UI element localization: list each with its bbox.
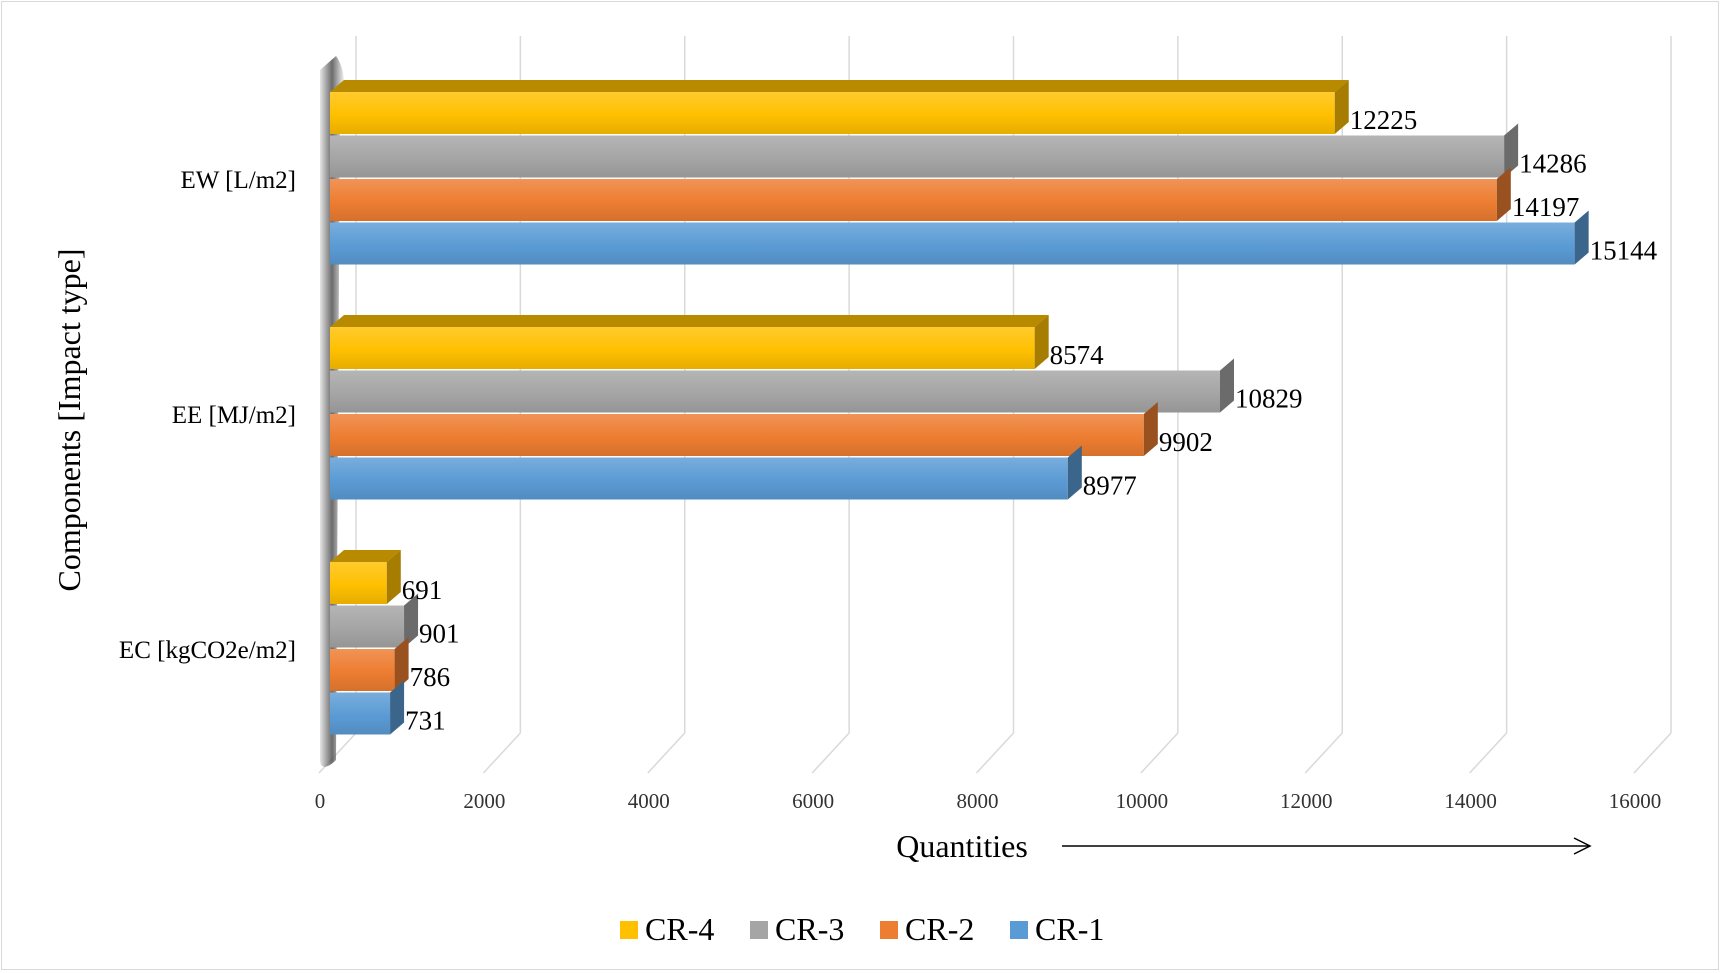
gridline-floor: [811, 732, 850, 774]
category-label: EC [kgCO2e/m2]: [119, 637, 296, 664]
gridline-floor: [1633, 732, 1672, 774]
bar: [330, 562, 387, 604]
bar-end-face: [1143, 402, 1158, 456]
legend-swatch: [620, 921, 638, 939]
bar: [330, 414, 1144, 456]
legend-swatch: [750, 921, 768, 939]
legend-item: CR-1: [1010, 911, 1104, 947]
data-label: 14286: [1519, 149, 1587, 179]
bar-end-face: [1220, 358, 1235, 413]
x-tick-label: 12000: [1280, 789, 1333, 813]
gridline-floor: [1304, 732, 1343, 774]
legend-item: CR-3: [750, 911, 844, 947]
legend-swatch: [880, 921, 898, 939]
bar-end-face: [1496, 167, 1511, 221]
legend-label: CR-1: [1035, 911, 1104, 947]
bars: [330, 80, 1589, 735]
bar: [330, 222, 1575, 265]
legend-label: CR-2: [905, 911, 974, 947]
data-label: 15144: [1590, 236, 1658, 266]
bar-end-face: [394, 637, 409, 691]
bar: [330, 179, 1497, 221]
bar: [330, 649, 395, 691]
x-tick-label: 8000: [957, 789, 999, 813]
bar-end-face: [1504, 123, 1519, 178]
data-label: 786: [410, 662, 451, 692]
gridline-floor: [1469, 732, 1508, 774]
bar-top-face: [330, 315, 1049, 327]
data-label: 8977: [1083, 471, 1137, 501]
bar-end-face: [1034, 315, 1049, 369]
data-label: 14197: [1512, 192, 1580, 222]
x-tick-label: 4000: [628, 789, 670, 813]
legend-label: CR-3: [775, 911, 844, 947]
bar: [330, 605, 405, 648]
gridline-floor: [482, 732, 521, 774]
category-label: EW [L/m2]: [181, 167, 296, 194]
gridline-floor: [975, 732, 1015, 774]
bar-top-face: [330, 550, 401, 562]
data-label: 12225: [1350, 105, 1418, 135]
bar-top-face: [330, 80, 1349, 92]
x-tick-label: 6000: [792, 789, 834, 813]
data-label: 8574: [1050, 340, 1105, 370]
bar: [330, 92, 1335, 134]
bar-end-face: [1334, 80, 1349, 134]
bar: [330, 692, 391, 735]
x-axis-arrow: [1062, 837, 1592, 855]
data-label: 901: [419, 619, 460, 649]
legend-label: CR-4: [645, 911, 714, 947]
x-tick-labels: 0 2000 4000 6000 8000 10000 12000 14000 16000: [315, 789, 1662, 813]
x-tick-label: 10000: [1116, 789, 1169, 813]
data-label: 731: [405, 706, 446, 736]
bar-end-face: [404, 593, 419, 648]
bar-end-face: [1067, 445, 1082, 500]
legend: CR-4 CR-3 CR-2 CR-1: [620, 911, 1104, 947]
bar: [330, 457, 1068, 500]
legend-item: CR-2: [880, 911, 974, 947]
bar-end-face: [390, 680, 405, 735]
x-axis-title: Quantities: [896, 828, 1028, 864]
data-labels: 12225 14286 14197 15144 8574 10829 9902 8977 691…: [402, 105, 1658, 736]
legend-swatch: [1010, 921, 1028, 939]
bar: [330, 135, 1505, 178]
bar-end-face: [386, 550, 401, 604]
x-tick-label: 0: [315, 789, 326, 813]
bar: [330, 370, 1221, 413]
bar-end-face: [1574, 210, 1589, 265]
bar: [330, 327, 1035, 369]
x-tick-label: 2000: [463, 789, 505, 813]
data-label: 691: [402, 575, 443, 605]
x-tick-label: 16000: [1609, 789, 1662, 813]
category-labels: EW [L/m2] EE [MJ/m2] EC [kgCO2e/m2]: [119, 167, 296, 664]
gridline-floor: [647, 732, 686, 774]
category-label: EE [MJ/m2]: [172, 402, 296, 429]
data-label: 10829: [1235, 384, 1303, 414]
x-tick-label: 14000: [1444, 789, 1497, 813]
legend-item: CR-4: [620, 911, 714, 947]
y-axis-title: Components [Impact type]: [51, 248, 87, 591]
data-label: 9902: [1159, 427, 1213, 457]
gridline-floor: [1140, 732, 1179, 774]
